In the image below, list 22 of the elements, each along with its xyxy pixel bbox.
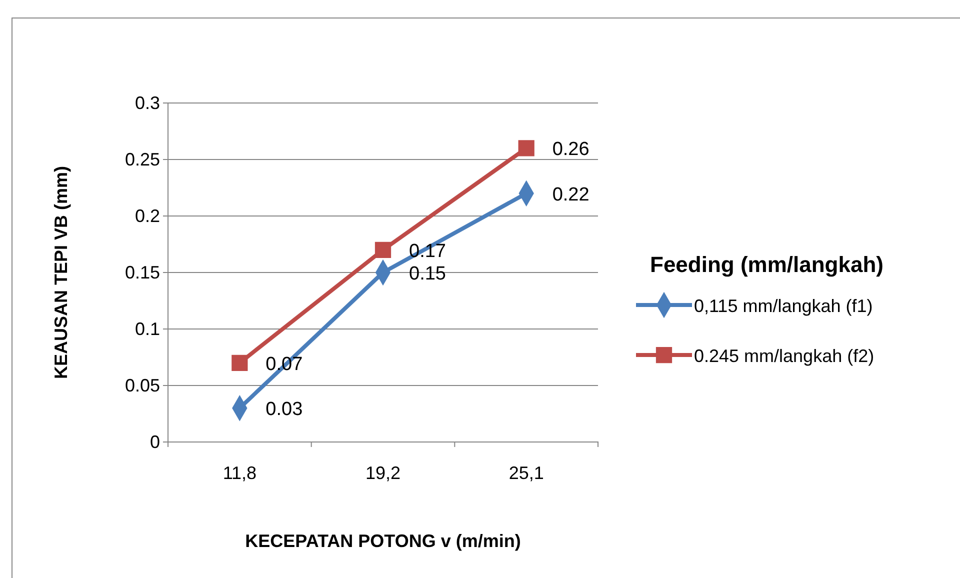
x-tick-label: 25,1 [508, 462, 544, 483]
legend-title: Feeding (mm/langkah) [650, 252, 884, 277]
y-tick-label: 0.2 [134, 206, 160, 226]
point [518, 140, 534, 156]
x-axis-title: KECEPATAN POTONG v (m/min) [245, 531, 521, 551]
legend-label: 0.245 mm/langkah (f2) [694, 346, 874, 366]
x-tick-label: 11,8 [222, 462, 257, 483]
point [232, 354, 248, 371]
y-tick-label: 0.05 [124, 375, 160, 396]
data-label: 0.03 [266, 399, 303, 420]
data-label: 0.22 [552, 184, 590, 206]
legend-label: 0,115 mm/langkah (f1) [694, 296, 873, 316]
y-tick-label: 0.3 [134, 92, 160, 113]
y-tick-label: 0.1 [134, 318, 160, 339]
y-tick-label: 0.25 [124, 149, 160, 170]
x-tick-label: 19,2 [365, 462, 401, 483]
y-tick-label: 0 [150, 432, 160, 452]
y-tick-label: 0.15 [124, 262, 160, 282]
point [374, 242, 392, 258]
data-label: 0.15 [409, 264, 446, 284]
data-label: 0.26 [552, 139, 590, 160]
y-axis-title: KEAUSAN TEPI VB (mm) [51, 166, 71, 380]
